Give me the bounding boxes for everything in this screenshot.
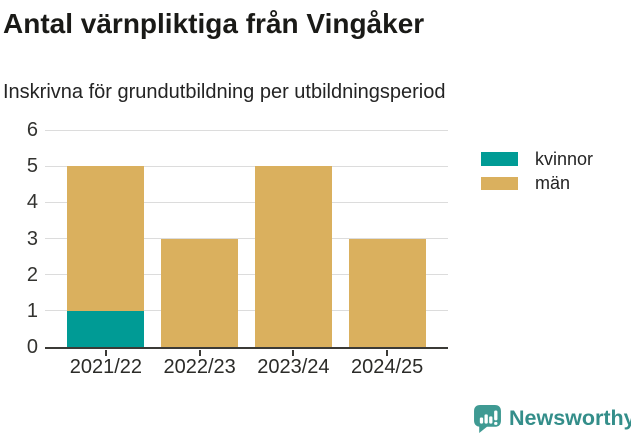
gridline-1 bbox=[45, 310, 448, 312]
gridline-4 bbox=[45, 201, 448, 203]
x-tick-label: 2024/25 bbox=[350, 356, 424, 378]
bar-segment-män bbox=[67, 166, 145, 311]
y-tick-label: 2 bbox=[26, 263, 38, 286]
bar-segment-män bbox=[254, 166, 332, 347]
bar-2023/24 bbox=[254, 166, 332, 347]
y-tick-label: 5 bbox=[26, 155, 38, 178]
y-tick-label: 1 bbox=[26, 299, 38, 322]
brand-footer: Newsworthy bbox=[473, 404, 631, 433]
bar-2024/25 bbox=[348, 238, 426, 347]
legend-item-män: män bbox=[481, 173, 593, 194]
x-tick-label: 2021/22 bbox=[69, 356, 143, 378]
x-tick-label: 2022/23 bbox=[163, 356, 236, 378]
gridline-6 bbox=[45, 129, 448, 131]
y-tick-label: 4 bbox=[26, 191, 38, 214]
bar-2021/22 bbox=[67, 166, 145, 347]
legend-item-kvinnor: kvinnor bbox=[481, 148, 594, 169]
plot-area bbox=[45, 129, 448, 349]
gridline-5 bbox=[45, 165, 448, 167]
chart-title: Antal värnpliktiga från Vingåker bbox=[3, 8, 425, 39]
x-tick-mark bbox=[104, 349, 107, 356]
bar-2022/23 bbox=[161, 238, 239, 347]
legend-label: kvinnor bbox=[535, 148, 594, 169]
legend: kvinnor män bbox=[481, 148, 594, 194]
newsworthy-logo-icon bbox=[474, 405, 501, 433]
legend-label: män bbox=[535, 173, 571, 194]
y-tick-label: 0 bbox=[26, 336, 38, 358]
chart-subtitle: Inskrivna för grundutbildning per utbild… bbox=[3, 81, 446, 103]
gridline-2 bbox=[45, 274, 448, 276]
gridline-3 bbox=[45, 238, 448, 239]
brand-name: Newsworthy bbox=[509, 406, 631, 430]
x-tick-mark bbox=[386, 349, 389, 356]
legend-swatch-män bbox=[481, 176, 518, 190]
x-tick-mark bbox=[292, 349, 295, 356]
bar-segment-män bbox=[348, 238, 426, 347]
y-tick-label: 3 bbox=[26, 227, 38, 250]
x-tick-label: 2023/24 bbox=[257, 356, 330, 378]
bar-segment-män bbox=[161, 238, 239, 347]
x-tick-mark bbox=[198, 349, 201, 356]
bar-segment-kvinnor bbox=[67, 310, 145, 347]
y-tick-label: 6 bbox=[26, 119, 38, 141]
legend-swatch-kvinnor bbox=[481, 152, 518, 166]
